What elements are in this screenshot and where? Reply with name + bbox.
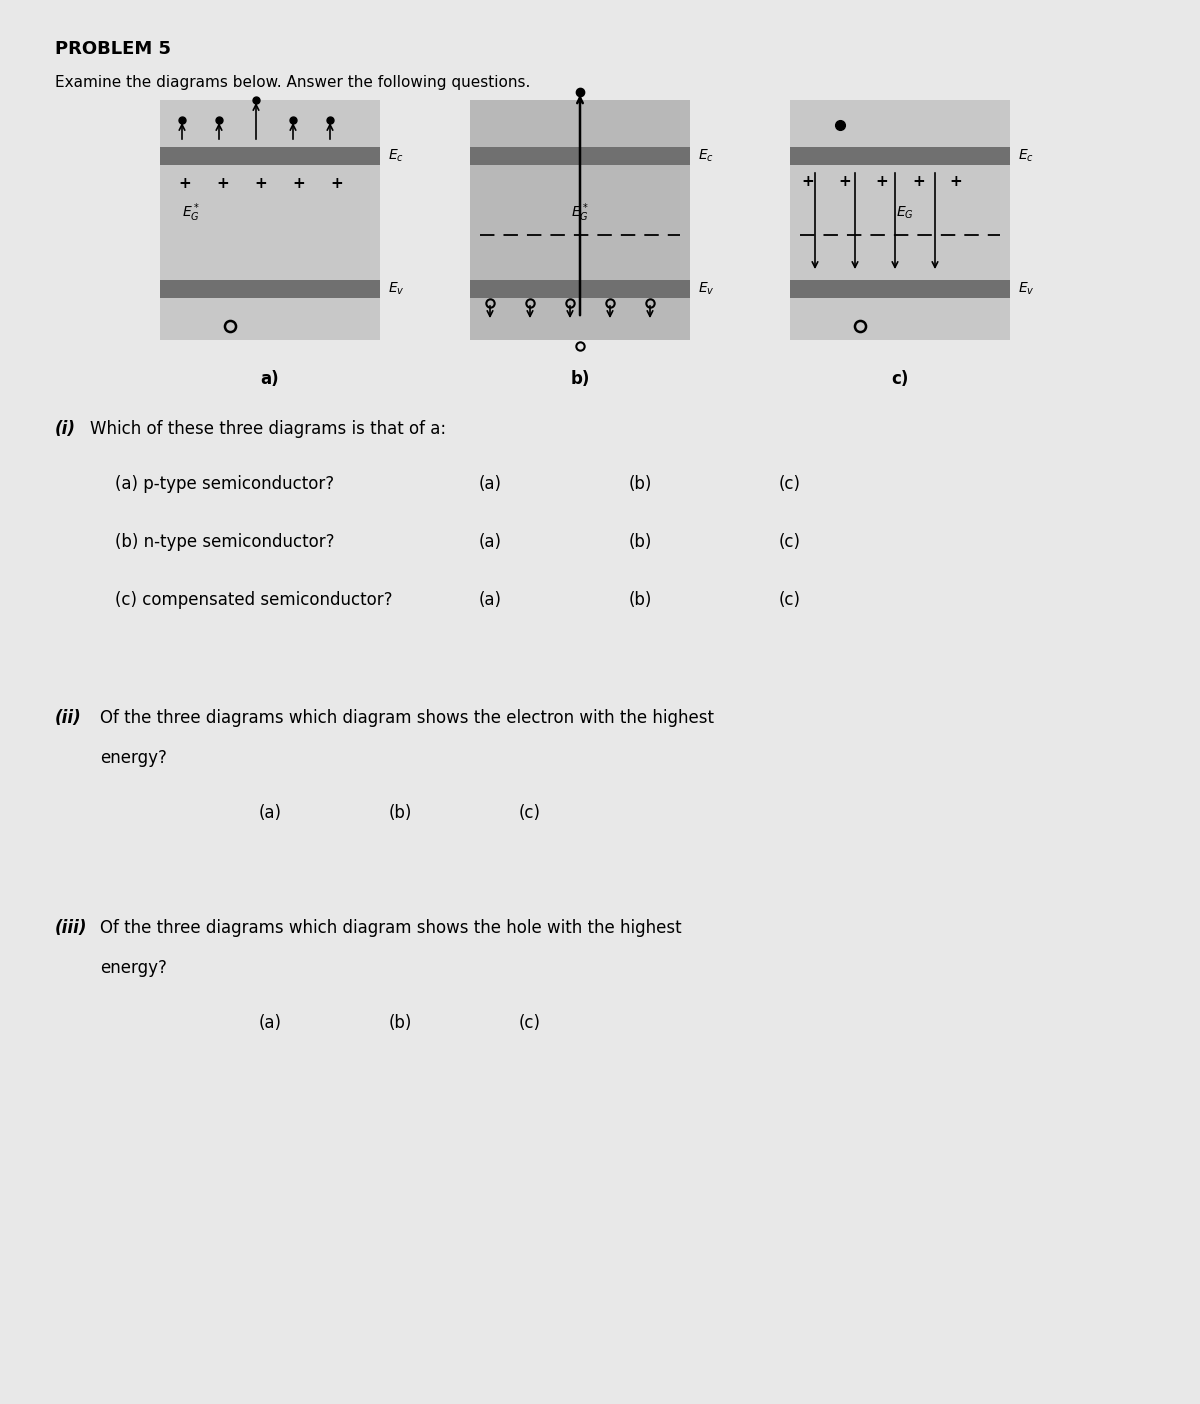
Bar: [790, 279, 1010, 298]
Text: $E_c$: $E_c$: [1018, 147, 1034, 164]
Text: +: +: [913, 174, 925, 188]
Text: (ii): (ii): [55, 709, 82, 727]
Bar: [470, 147, 690, 166]
Text: (c): (c): [779, 591, 802, 609]
Text: (c): (c): [779, 534, 802, 550]
Text: +: +: [179, 176, 191, 191]
Text: (b): (b): [629, 534, 652, 550]
Text: (i): (i): [55, 420, 76, 438]
Text: $E_v$: $E_v$: [388, 281, 404, 298]
Text: +: +: [331, 176, 343, 191]
Text: a): a): [260, 371, 280, 388]
Bar: [790, 100, 1010, 340]
Text: +: +: [839, 174, 851, 188]
Text: (c): (c): [520, 1014, 541, 1032]
Text: PROBLEM 5: PROBLEM 5: [55, 39, 172, 58]
Text: energy?: energy?: [100, 748, 167, 767]
Text: $E_c$: $E_c$: [698, 147, 714, 164]
Text: c): c): [892, 371, 908, 388]
Text: (iii): (iii): [55, 920, 88, 936]
Text: (c): (c): [520, 804, 541, 821]
Bar: [160, 100, 380, 340]
Bar: [470, 100, 690, 340]
Text: (a): (a): [258, 804, 282, 821]
Text: (c) compensated semiconductor?: (c) compensated semiconductor?: [115, 591, 392, 609]
Text: (b) n-type semiconductor?: (b) n-type semiconductor?: [115, 534, 335, 550]
Text: (c): (c): [779, 475, 802, 493]
Text: Of the three diagrams which diagram shows the hole with the highest: Of the three diagrams which diagram show…: [100, 920, 682, 936]
Text: (a): (a): [479, 534, 502, 550]
Text: Which of these three diagrams is that of a:: Which of these three diagrams is that of…: [90, 420, 446, 438]
Text: +: +: [254, 176, 268, 191]
Bar: [470, 279, 690, 298]
Text: +: +: [217, 176, 229, 191]
Text: (b): (b): [389, 1014, 412, 1032]
Text: (a) p-type semiconductor?: (a) p-type semiconductor?: [115, 475, 334, 493]
Text: Examine the diagrams below. Answer the following questions.: Examine the diagrams below. Answer the f…: [55, 74, 530, 90]
Text: b): b): [570, 371, 589, 388]
Text: $E_v$: $E_v$: [1018, 281, 1034, 298]
Text: +: +: [293, 176, 305, 191]
Text: (a): (a): [258, 1014, 282, 1032]
Bar: [160, 147, 380, 166]
Text: $E_G^*$: $E_G^*$: [182, 201, 200, 223]
Text: +: +: [949, 174, 962, 188]
Text: $E_c$: $E_c$: [388, 147, 404, 164]
Text: (b): (b): [629, 591, 652, 609]
Text: $E_G$: $E_G$: [896, 205, 914, 220]
Text: energy?: energy?: [100, 959, 167, 977]
Text: (a): (a): [479, 591, 502, 609]
Bar: [160, 279, 380, 298]
Text: (b): (b): [629, 475, 652, 493]
Text: $E_G^*$: $E_G^*$: [571, 201, 589, 223]
Bar: [790, 147, 1010, 166]
Text: Of the three diagrams which diagram shows the electron with the highest: Of the three diagrams which diagram show…: [100, 709, 714, 727]
Text: (b): (b): [389, 804, 412, 821]
Text: $E_v$: $E_v$: [698, 281, 715, 298]
Text: +: +: [802, 174, 815, 188]
Text: (a): (a): [479, 475, 502, 493]
Text: +: +: [876, 174, 888, 188]
